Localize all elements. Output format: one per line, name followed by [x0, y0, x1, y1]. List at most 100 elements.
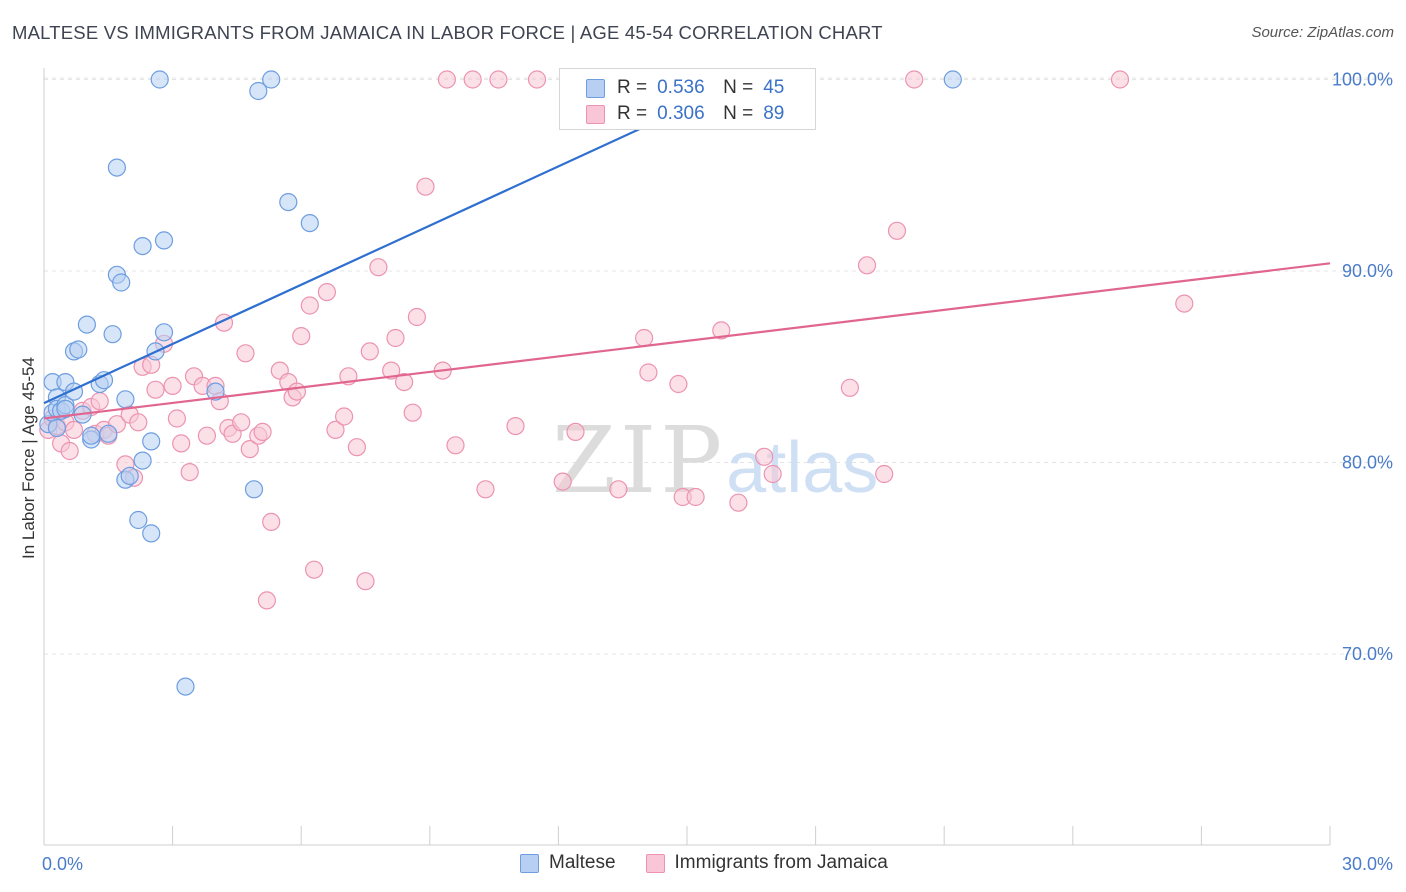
y-tick-labels: 70.0% 80.0% 90.0% 100.0%	[1332, 70, 1393, 665]
maltese-point	[150, 70, 169, 89]
jamaica-point	[755, 447, 774, 466]
maltese-point	[206, 382, 225, 401]
maltese-r-value: 0.536	[657, 77, 705, 98]
jamaica-point	[386, 328, 405, 348]
jamaica-point	[146, 380, 165, 399]
jamaica-swatch	[645, 853, 665, 873]
jamaica-point	[326, 420, 345, 439]
jamaica-point	[64, 420, 84, 439]
jamaica-point	[172, 434, 191, 453]
jamaica-point	[463, 70, 482, 89]
jamaica-point	[335, 407, 354, 426]
jamaica-point	[292, 327, 311, 346]
jamaica-point	[729, 493, 748, 512]
jamaica-point	[905, 70, 924, 89]
jamaica-point	[163, 376, 182, 395]
legend-item-jamaica: Immigrants from Jamaica	[645, 852, 888, 874]
jamaica-point	[317, 283, 336, 302]
jamaica-point	[527, 70, 547, 89]
x-tick-label: 0.0%	[42, 854, 83, 874]
chart-title: MALTESE VS IMMIGRANTS FROM JAMAICA IN LA…	[12, 22, 883, 43]
maltese-point	[129, 510, 148, 530]
legend-item-maltese: Maltese	[520, 852, 616, 874]
y-axis-label: In Labor Force | Age 45-54	[19, 357, 38, 559]
jamaica-point	[763, 464, 782, 484]
jamaica-point	[407, 307, 426, 327]
maltese-point	[300, 214, 319, 233]
maltese-point	[69, 340, 88, 359]
maltese-point	[262, 70, 281, 89]
maltese-point	[154, 323, 174, 342]
y-tick-label: 70.0%	[1342, 644, 1393, 664]
jamaica-point	[489, 70, 508, 89]
jamaica-point	[416, 177, 435, 196]
maltese-trend-line	[43, 76, 752, 405]
legend-row-jamaica: R = 0.306 N = 89	[586, 101, 784, 127]
n-label: N =	[723, 103, 754, 124]
legend-label-maltese: Maltese	[549, 852, 616, 873]
maltese-point	[133, 451, 152, 470]
maltese-point	[107, 158, 127, 177]
jamaica-point	[609, 480, 628, 499]
x-tick-label: 30.0%	[1342, 854, 1393, 874]
jamaica-point	[60, 441, 79, 461]
jamaica-point	[669, 374, 688, 394]
jamaica-point	[369, 258, 388, 277]
jamaica-points	[39, 70, 1194, 610]
maltese-point	[120, 466, 139, 485]
maltese-point	[142, 432, 161, 451]
trend-lines	[43, 76, 1331, 420]
jamaica-point	[686, 487, 705, 507]
jamaica-point	[1110, 70, 1130, 89]
maltese-point	[103, 325, 122, 344]
r-label: R =	[617, 103, 648, 124]
jamaica-point	[382, 361, 401, 380]
series-legend: Maltese Immigrants from Jamaica	[520, 852, 918, 874]
jamaica-point	[395, 373, 414, 392]
r-label: R =	[617, 77, 648, 98]
jamaica-point	[634, 328, 654, 348]
n-label: N =	[723, 77, 754, 98]
jamaica-point	[305, 560, 324, 579]
maltese-point	[249, 81, 268, 101]
jamaica-point	[403, 403, 422, 422]
jamaica-swatch	[586, 104, 605, 124]
jamaica-point	[506, 417, 525, 436]
jamaica-point	[553, 472, 572, 491]
jamaica-point	[446, 436, 465, 455]
maltese-point	[56, 399, 75, 418]
maltese-point	[142, 524, 161, 543]
jamaica-point	[253, 422, 272, 441]
jamaica-point	[437, 70, 456, 89]
maltese-point	[176, 677, 195, 696]
jamaica-point	[887, 221, 907, 240]
maltese-points	[39, 70, 962, 696]
jamaica-point	[360, 342, 379, 361]
y-tick-label: 90.0%	[1342, 261, 1393, 281]
watermark-atlas: atlas	[726, 428, 878, 508]
jamaica-point	[90, 392, 109, 411]
maltese-swatch	[520, 853, 539, 873]
source-credit: Source: ZipAtlas.com	[1251, 24, 1394, 41]
jamaica-point	[639, 363, 658, 382]
jamaica-point	[356, 572, 375, 591]
jamaica-point	[1175, 294, 1194, 313]
jamaica-point	[712, 321, 731, 340]
jamaica-point	[566, 422, 585, 441]
jamaica-point	[300, 296, 319, 315]
jamaica-point	[240, 440, 259, 459]
jamaica-point	[347, 438, 366, 457]
stats-legend: R = 0.536 N = 45 R = 0.306 N = 89	[559, 68, 816, 130]
maltese-point	[116, 390, 135, 409]
jamaica-point	[287, 382, 306, 401]
jamaica-n-value: 89	[763, 103, 785, 124]
jamaica-point	[476, 480, 495, 499]
maltese-point	[279, 193, 298, 212]
jamaica-point	[262, 512, 281, 532]
maltese-point	[77, 315, 97, 334]
maltese-point	[112, 273, 131, 292]
jamaica-point	[857, 256, 877, 275]
jamaica-point	[129, 413, 148, 432]
legend-row-maltese: R = 0.536 N = 45	[586, 75, 784, 101]
